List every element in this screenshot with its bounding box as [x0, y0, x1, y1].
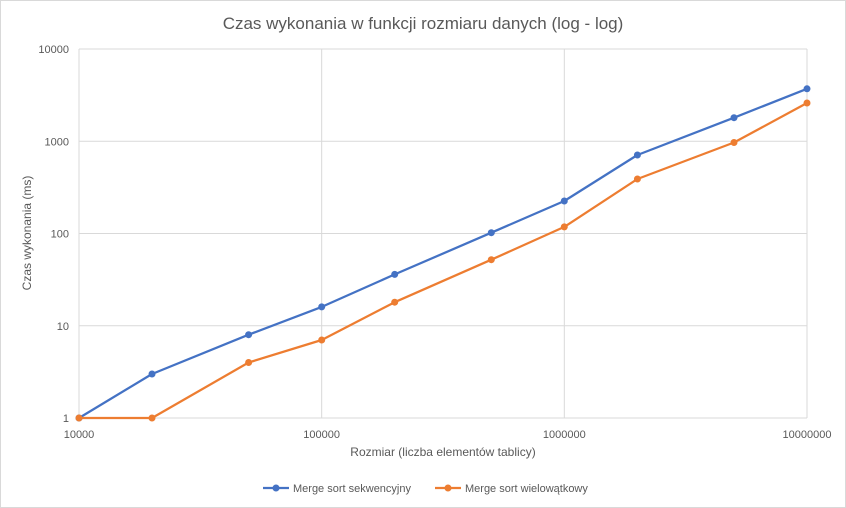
- legend-swatch-marker: [444, 484, 452, 492]
- series-1: [75, 85, 811, 422]
- data-point: [75, 414, 83, 422]
- data-point: [560, 223, 568, 231]
- legend: Merge sort sekwencyjny Merge sort wielową…: [263, 483, 588, 495]
- series-line: [79, 102, 808, 420]
- data-point: [803, 85, 811, 93]
- chart-title: Czas wykonania w funkcji rozmiaru danych…: [223, 14, 624, 33]
- legend-label: Merge sort sekwencyjny: [293, 483, 411, 495]
- y-axis-ticks: 1 10 100 1000 10000: [38, 44, 69, 425]
- series-line: [78, 87, 808, 419]
- x-tick-label: 1000000: [543, 429, 586, 441]
- x-tick-label: 10000: [64, 429, 95, 441]
- y-tick-label: 1000: [45, 136, 69, 148]
- y-tick-label: 1: [63, 413, 69, 425]
- y-tick-label: 100: [51, 229, 69, 241]
- grid-lines: [78, 48, 808, 419]
- y-axis-title: Czas wykonania (ms): [20, 176, 34, 291]
- data-point: [318, 303, 326, 311]
- data-point: [560, 197, 568, 205]
- x-axis-ticks: 10000 100000 1000000 10000000: [64, 429, 832, 441]
- data-point: [318, 336, 326, 344]
- y-tick-label: 10: [57, 321, 69, 333]
- x-tick-label: 10000000: [783, 429, 832, 441]
- y-tick-label: 10000: [38, 44, 69, 56]
- series-layer: [75, 85, 811, 422]
- data-point: [730, 114, 738, 122]
- data-point: [148, 414, 156, 422]
- data-point: [148, 370, 156, 378]
- data-point: [487, 256, 495, 264]
- x-tick-label: 100000: [303, 429, 340, 441]
- data-point: [633, 151, 641, 159]
- legend-item: Merge sort wielowątkowy: [435, 483, 588, 495]
- data-point: [391, 270, 399, 278]
- data-point: [245, 331, 253, 339]
- data-point: [245, 359, 253, 366]
- legend-item: Merge sort sekwencyjny: [263, 483, 411, 495]
- data-point: [803, 99, 811, 107]
- data-point: [633, 175, 641, 183]
- data-point: [487, 229, 495, 237]
- x-axis-title: Rozmiar (liczba elementów tablicy): [350, 445, 535, 459]
- legend-label: Merge sort wielowątkowy: [465, 483, 588, 495]
- series-2: [75, 99, 811, 422]
- data-point: [391, 298, 399, 306]
- data-point: [730, 139, 738, 146]
- legend-swatch-marker: [272, 484, 280, 492]
